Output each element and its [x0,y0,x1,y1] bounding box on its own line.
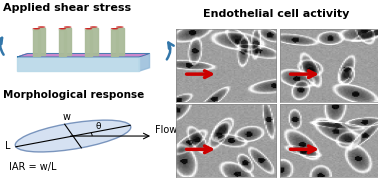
Ellipse shape [58,29,67,31]
Text: θ: θ [96,122,101,131]
Ellipse shape [90,27,98,29]
Polygon shape [111,30,118,56]
Ellipse shape [84,29,93,31]
Ellipse shape [32,29,40,31]
Text: IAR = w/L: IAR = w/L [9,162,56,172]
Polygon shape [33,30,40,56]
Text: L: L [5,141,11,151]
Polygon shape [64,28,71,55]
Ellipse shape [85,28,92,29]
Ellipse shape [116,27,124,29]
Ellipse shape [33,28,40,29]
Ellipse shape [116,26,124,28]
Text: w: w [62,112,70,122]
Ellipse shape [15,120,131,152]
Polygon shape [17,54,150,57]
Ellipse shape [90,26,98,28]
Polygon shape [17,57,139,71]
Polygon shape [90,28,98,55]
Ellipse shape [64,26,71,28]
Polygon shape [25,54,148,55]
Text: Morphological response: Morphological response [3,90,145,100]
Ellipse shape [38,26,45,28]
Polygon shape [116,28,124,55]
Polygon shape [59,30,66,56]
Text: Endothelial cell activity: Endothelial cell activity [203,9,349,19]
Text: Applied shear stress: Applied shear stress [3,3,132,13]
Ellipse shape [111,28,118,29]
Ellipse shape [37,27,46,29]
Ellipse shape [64,27,72,29]
Ellipse shape [110,29,119,31]
Ellipse shape [59,28,66,29]
Polygon shape [38,28,45,55]
Text: Flow: Flow [155,125,177,135]
Polygon shape [139,54,150,71]
Polygon shape [85,30,92,56]
